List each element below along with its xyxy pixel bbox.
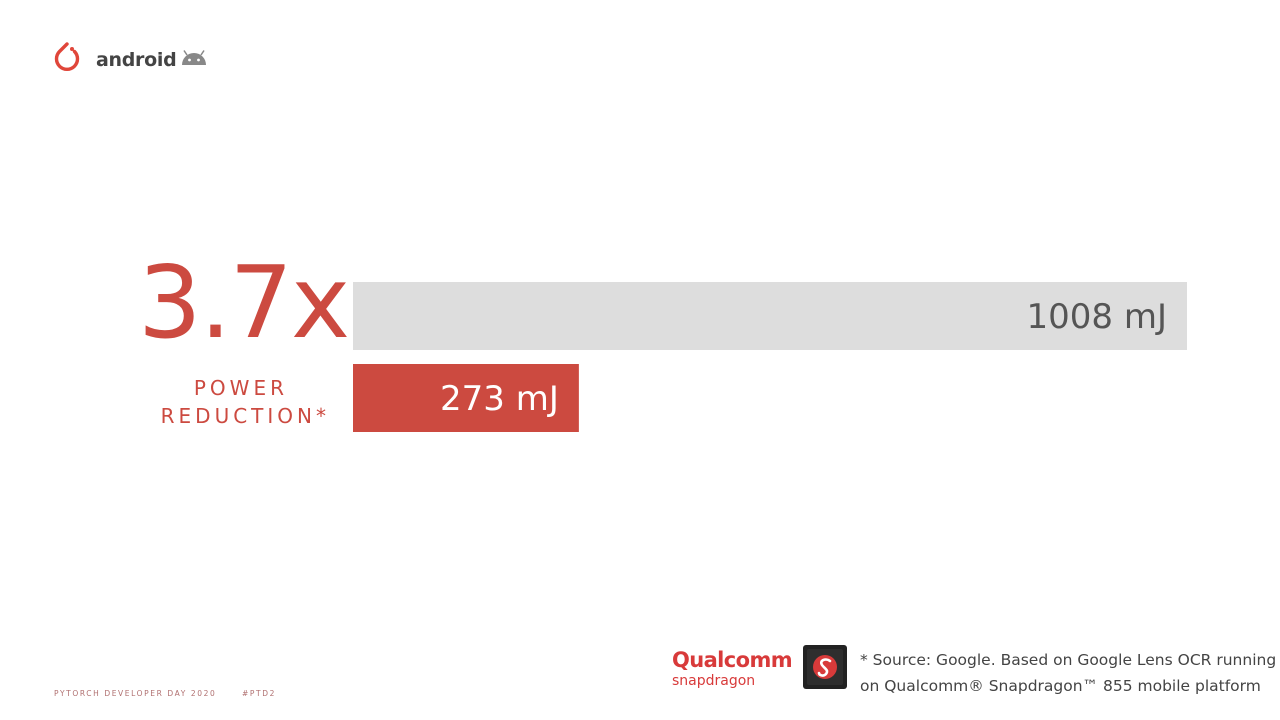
footer-event-name: PYTORCH DEVELOPER DAY 2020 <box>54 689 217 698</box>
caption-line-2: REDUCTION* <box>160 404 330 428</box>
qualcomm-wordmark: Qualcomm <box>672 648 793 672</box>
snapdragon-chip-icon <box>803 645 847 689</box>
header-logo: android <box>52 42 208 78</box>
bar-label-optimized: 273 mJ <box>440 379 559 419</box>
source-footnote: * Source: Google. Based on Google Lens O… <box>860 647 1277 699</box>
android-bot-icon <box>182 50 207 65</box>
platform-label: android <box>96 49 177 71</box>
bar-label-baseline: 1008 mJ <box>1027 297 1167 337</box>
snapdragon-wordmark: snapdragon <box>672 673 756 689</box>
caption-line-1: POWER <box>193 376 288 400</box>
pytorch-flame-icon <box>54 42 80 71</box>
reduction-caption: POWER REDUCTION* <box>110 374 330 430</box>
footer-hashtag: #PTD2 <box>242 689 276 698</box>
bar-baseline <box>353 282 1187 350</box>
source-line-2: on Qualcomm® Snapdragon™ 855 mobile plat… <box>860 677 1261 695</box>
bar-optimized <box>353 364 579 432</box>
reduction-ratio: 3.7x <box>138 244 350 361</box>
qualcomm-logo: Qualcomm snapdragon <box>672 648 793 690</box>
source-line-1: * Source: Google. Based on Google Lens O… <box>860 651 1277 669</box>
